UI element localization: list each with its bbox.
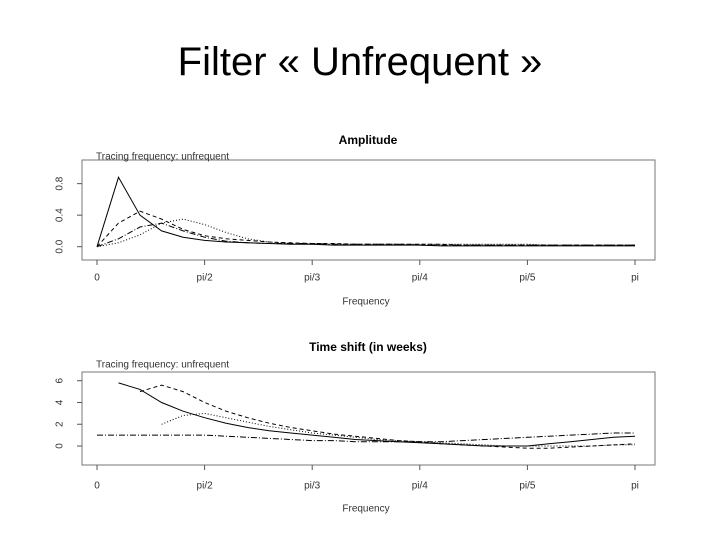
x-tick-label: pi/3 <box>304 481 321 492</box>
y-tick-label: 2 <box>55 421 66 427</box>
x-tick-label: pi <box>631 481 639 492</box>
x-tick-label: pi/3 <box>304 273 321 284</box>
chart-subtitle: Tracing frequency: unfrequent <box>96 360 229 371</box>
series-line <box>97 432 635 443</box>
x-tick-label: pi/4 <box>412 481 429 492</box>
plot-frame <box>81 371 656 466</box>
series-line <box>96 176 635 247</box>
y-tick-label: 0.0 <box>55 239 66 253</box>
plot-frame <box>81 159 656 261</box>
x-tick-label: pi/4 <box>412 273 429 284</box>
x-tick-label: pi/5 <box>519 481 536 492</box>
x-tick-label: pi/5 <box>519 273 536 284</box>
y-tick-label: 0.4 <box>55 208 66 222</box>
y-tick-label: 4 <box>55 399 66 405</box>
chart-title: Time shift (in weeks) <box>309 340 427 354</box>
series-line <box>96 210 635 248</box>
x-tick-label: 0 <box>94 273 100 284</box>
chart-subtitle: Tracing frequency: unfrequent <box>96 152 229 163</box>
y-tick-label: 0 <box>55 443 66 449</box>
x-tick-label: pi <box>631 273 639 284</box>
series-line <box>96 222 635 248</box>
x-tick-label: 0 <box>94 481 100 492</box>
x-axis-label: Frequency <box>342 504 389 515</box>
series-line <box>96 218 635 248</box>
y-tick-label: 6 <box>55 377 66 383</box>
chart-title: Amplitude <box>339 133 398 147</box>
x-axis-label: Frequency <box>342 297 389 308</box>
x-tick-label: pi/2 <box>197 273 214 284</box>
series-line <box>139 384 636 449</box>
series-line <box>161 412 635 447</box>
slide-title: Filter « Unfrequent » <box>177 40 543 84</box>
x-tick-label: pi/2 <box>197 481 214 492</box>
y-tick-label: 0.8 <box>55 176 66 190</box>
series-line <box>118 382 636 447</box>
